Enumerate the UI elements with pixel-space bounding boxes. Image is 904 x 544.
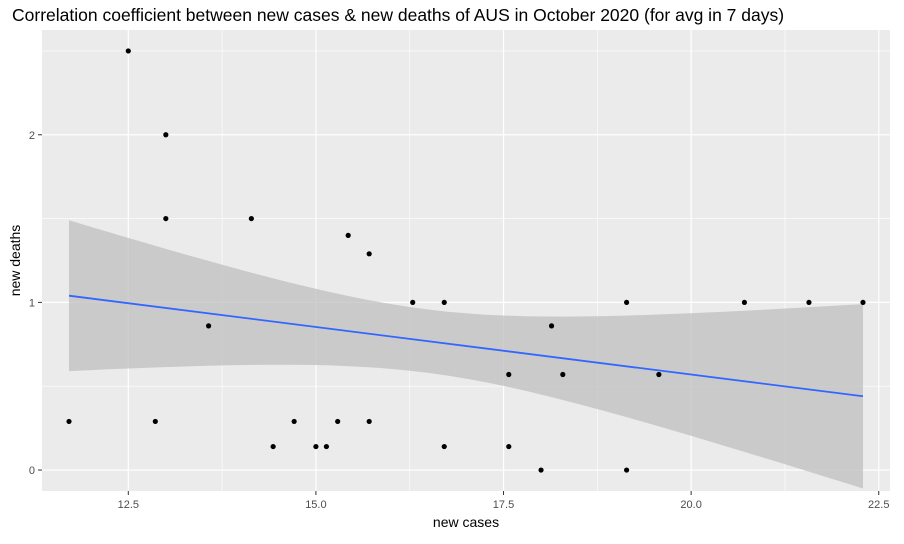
x-axis-ticks: 12.5 15.0 17.5 20.0 22.5 [118, 491, 889, 511]
data-point [656, 371, 662, 378]
data-point [248, 215, 254, 222]
data-point [366, 418, 372, 425]
x-tick-label: 20.0 [680, 499, 701, 511]
data-point [313, 443, 319, 450]
data-point [623, 299, 630, 306]
trend-line [68, 294, 864, 398]
major-gridlines [42, 30, 890, 491]
x-axis-title: new cases [433, 514, 499, 530]
data-point [163, 215, 169, 222]
data-point [335, 418, 341, 425]
data-point [163, 132, 169, 138]
data-point [366, 251, 372, 257]
x-tick-label: 22.5 [868, 499, 889, 511]
y-axis-title: new deaths [7, 225, 23, 297]
data-points [66, 48, 866, 473]
data-point [506, 371, 512, 378]
chart-title: Correlation coefficient between new case… [12, 5, 785, 25]
data-point [806, 299, 812, 306]
data-point [860, 299, 866, 306]
data-point [66, 418, 72, 425]
data-point [291, 418, 297, 425]
y-tick-label: 1 [29, 297, 35, 309]
x-tick-label: 15.0 [305, 499, 326, 511]
data-point [623, 467, 630, 473]
data-point [345, 232, 351, 238]
data-point [741, 299, 748, 306]
data-point [441, 299, 447, 306]
data-point [506, 443, 512, 450]
confidence-band [69, 220, 863, 489]
data-point [410, 299, 416, 306]
x-tick-label: 12.5 [118, 499, 139, 511]
y-tick-label: 0 [29, 465, 35, 477]
data-point [323, 443, 330, 450]
data-point [270, 443, 276, 450]
data-point [441, 443, 447, 450]
data-point [538, 467, 544, 473]
data-point [560, 371, 566, 378]
data-point [548, 323, 555, 329]
data-point [125, 48, 131, 54]
data-point [205, 323, 212, 329]
y-axis-ticks: 0 1 2 [29, 130, 42, 477]
y-tick-label: 2 [29, 130, 35, 142]
x-tick-label: 17.5 [493, 499, 514, 511]
data-point [152, 418, 158, 425]
